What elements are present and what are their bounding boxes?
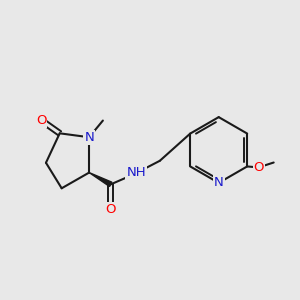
Text: NH: NH	[126, 166, 146, 179]
Polygon shape	[89, 172, 112, 187]
Text: N: N	[84, 131, 94, 144]
Text: O: O	[36, 114, 46, 127]
Text: N: N	[214, 176, 224, 189]
Text: O: O	[106, 203, 116, 216]
Text: O: O	[254, 161, 264, 174]
